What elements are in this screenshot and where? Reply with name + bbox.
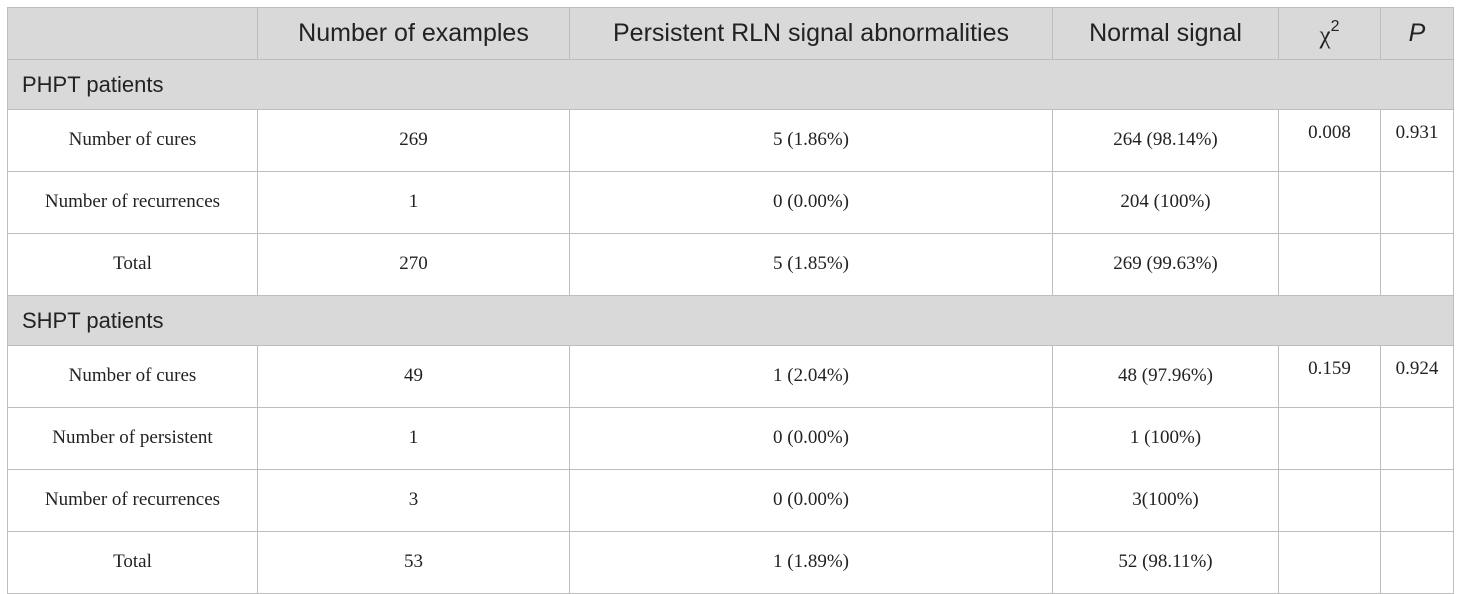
table-row: Number of recurrences 1 0 (0.00%) 204 (1… [7, 171, 1454, 234]
section-row-shpt: SHPT patients [7, 295, 1454, 346]
cell-abnormal: 1 (1.89%) [569, 531, 1053, 594]
cell-chi-square [1278, 531, 1381, 594]
cell-normal: 52 (98.11%) [1052, 531, 1279, 594]
table-row: Number of persistent 1 0 (0.00%) 1 (100%… [7, 407, 1454, 470]
table-row: Total 270 5 (1.85%) 269 (99.63%) [7, 233, 1454, 296]
cell-chi-square [1278, 171, 1381, 234]
cell-p-value [1380, 171, 1454, 234]
cell-abnormal: 1 (2.04%) [569, 345, 1053, 408]
cell-abnormal: 0 (0.00%) [569, 469, 1053, 532]
table-row: Number of cures 49 1 (2.04%) 48 (97.96%)… [7, 345, 1454, 408]
cell-examples: 49 [257, 345, 570, 408]
section-title: SHPT patients [7, 295, 1454, 346]
cell-chi-square: 0.159 [1278, 345, 1381, 408]
table-row: Total 53 1 (1.89%) 52 (98.11%) [7, 531, 1454, 594]
header-p-value: P [1380, 7, 1454, 60]
chi-symbol: χ [1319, 21, 1331, 49]
cell-examples: 3 [257, 469, 570, 532]
cell-examples: 270 [257, 233, 570, 296]
header-persistent-rln-signal: Persistent RLN signal abnormalities [569, 7, 1053, 60]
row-label: Number of cures [7, 345, 258, 408]
cell-chi-square: 0.008 [1278, 109, 1381, 172]
section-title: PHPT patients [7, 59, 1454, 110]
cell-examples: 1 [257, 407, 570, 470]
section-row-phpt: PHPT patients [7, 59, 1454, 110]
chi-superscript: 2 [1330, 17, 1340, 35]
cell-abnormal: 5 (1.85%) [569, 233, 1053, 296]
cell-normal: 204 (100%) [1052, 171, 1279, 234]
row-label: Number of persistent [7, 407, 258, 470]
row-label: Number of cures [7, 109, 258, 172]
header-normal-signal: Normal signal [1052, 7, 1279, 60]
header-cell-empty [7, 7, 258, 60]
cell-chi-square [1278, 233, 1381, 296]
cell-p-value [1380, 531, 1454, 594]
cell-examples: 53 [257, 531, 570, 594]
cell-normal: 1 (100%) [1052, 407, 1279, 470]
row-label: Number of recurrences [7, 469, 258, 532]
cell-normal: 264 (98.14%) [1052, 109, 1279, 172]
cell-normal: 269 (99.63%) [1052, 233, 1279, 296]
cell-p-value [1380, 469, 1454, 532]
cell-chi-square [1278, 469, 1381, 532]
cell-normal: 48 (97.96%) [1052, 345, 1279, 408]
cell-p-value: 0.931 [1380, 109, 1454, 172]
cell-abnormal: 5 (1.86%) [569, 109, 1053, 172]
table-row: Number of cures 269 5 (1.86%) 264 (98.14… [7, 109, 1454, 172]
header-number-of-examples: Number of examples [257, 7, 570, 60]
table-row: Number of recurrences 3 0 (0.00%) 3(100%… [7, 469, 1454, 532]
cell-p-value: 0.924 [1380, 345, 1454, 408]
cell-p-value [1380, 233, 1454, 296]
cell-normal: 3(100%) [1052, 469, 1279, 532]
cell-abnormal: 0 (0.00%) [569, 407, 1053, 470]
header-row: Number of examples Persistent RLN signal… [7, 7, 1454, 60]
cell-examples: 1 [257, 171, 570, 234]
cell-examples: 269 [257, 109, 570, 172]
results-table: Number of examples Persistent RLN signal… [7, 7, 1454, 594]
row-label: Total [7, 531, 258, 594]
cell-p-value [1380, 407, 1454, 470]
row-label: Total [7, 233, 258, 296]
row-label: Number of recurrences [7, 171, 258, 234]
cell-chi-square [1278, 407, 1381, 470]
cell-abnormal: 0 (0.00%) [569, 171, 1053, 234]
header-chi-square: χ2 [1278, 7, 1381, 60]
